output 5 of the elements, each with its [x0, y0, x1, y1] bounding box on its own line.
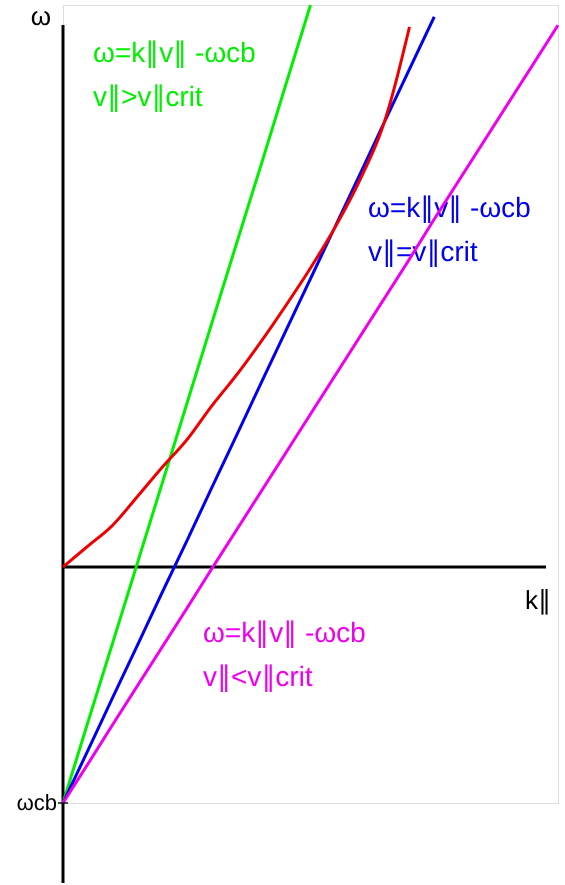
x-axis-title: k∥ [525, 585, 551, 615]
y-axis-title: ω [30, 1, 51, 31]
text: ωcb [16, 790, 57, 815]
series-label: ω=k∥v∥ -ωcb v∥>v∥crit [93, 37, 256, 112]
series-label: ω=k∥v∥ -ωcb v∥<v∥crit [203, 617, 366, 692]
